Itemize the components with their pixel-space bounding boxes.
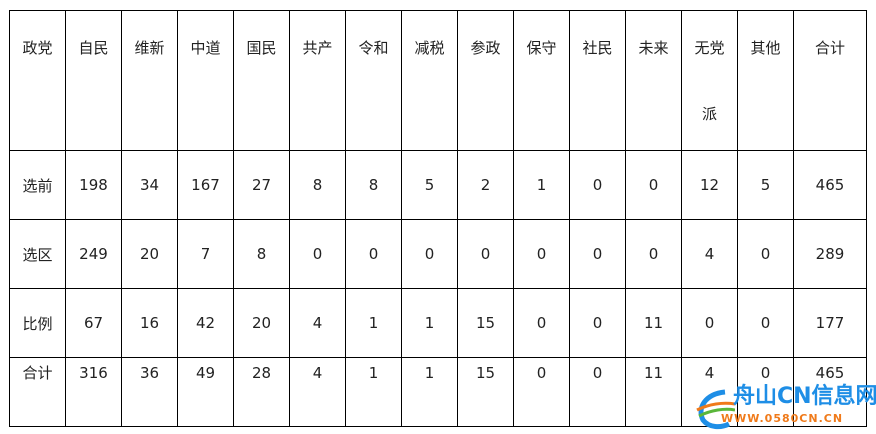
header-cell: 合计 bbox=[793, 10, 867, 151]
header-cell: 保守 bbox=[513, 10, 570, 151]
header-cell: 共产 bbox=[289, 10, 346, 151]
table-cell: 465 bbox=[793, 150, 867, 220]
table-cell: 0 bbox=[737, 288, 794, 358]
header-row: 政党 自民 维新 中道 国民 共产 令和 减税 参政 保守 社民 未来 无党派 其他 合计 bbox=[9, 10, 867, 151]
table-cell: 34 bbox=[121, 150, 178, 220]
table-cell: 198 bbox=[65, 150, 122, 220]
header-cell: 其他 bbox=[737, 10, 794, 151]
table-cell: 0 bbox=[569, 219, 626, 289]
table-cell: 1 bbox=[345, 357, 402, 427]
logo-swoosh-icon bbox=[696, 389, 735, 430]
table-cell: 1 bbox=[345, 288, 402, 358]
table-cell: 20 bbox=[121, 219, 178, 289]
table-row: 选前 198 34 167 27 8 8 5 2 1 0 0 12 5 465 bbox=[9, 150, 867, 220]
table-cell: 0 bbox=[737, 219, 794, 289]
table-cell: 1 bbox=[401, 357, 458, 427]
header-cell: 国民 bbox=[233, 10, 290, 151]
table-cell: 67 bbox=[65, 288, 122, 358]
table-cell: 49 bbox=[177, 357, 234, 427]
table-cell: 249 bbox=[65, 219, 122, 289]
table-cell: 0 bbox=[569, 288, 626, 358]
table-cell: 42 bbox=[177, 288, 234, 358]
row-label: 选前 bbox=[9, 150, 66, 220]
table-cell: 4 bbox=[289, 357, 346, 427]
table-cell: 8 bbox=[289, 150, 346, 220]
header-cell: 政党 bbox=[9, 10, 66, 151]
header-cell: 无党派 bbox=[681, 10, 738, 151]
table-cell: 8 bbox=[233, 219, 290, 289]
table-cell: 15 bbox=[457, 357, 514, 427]
table-cell: 4 bbox=[681, 219, 738, 289]
table-cell: 0 bbox=[681, 288, 738, 358]
table-cell: 177 bbox=[793, 288, 867, 358]
table-cell: 1 bbox=[401, 288, 458, 358]
table-cell: 1 bbox=[513, 150, 570, 220]
row-label: 选区 bbox=[9, 219, 66, 289]
header-cell: 社民 bbox=[569, 10, 626, 151]
table-cell: 7 bbox=[177, 219, 234, 289]
table-cell: 5 bbox=[401, 150, 458, 220]
table-cell: 4 bbox=[681, 357, 738, 427]
table-cell: 0 bbox=[289, 219, 346, 289]
row-label: 比例 bbox=[9, 288, 66, 358]
table-row: 选区 249 20 7 8 0 0 0 0 0 0 0 4 0 289 bbox=[9, 219, 867, 289]
table-cell: 0 bbox=[625, 150, 682, 220]
watermark-logo: 舟山CN信息网 WWW.0580CN.CN bbox=[695, 384, 876, 432]
table-cell: 0 bbox=[513, 219, 570, 289]
table-row: 比例 67 16 42 20 4 1 1 15 0 0 11 0 0 177 bbox=[9, 288, 867, 358]
table-cell: 0 bbox=[457, 219, 514, 289]
watermark-url: WWW.0580CN.CN bbox=[721, 412, 844, 425]
seat-table: 政党 自民 维新 中道 国民 共产 令和 减税 参政 保守 社民 未来 无党派 其他 合计 选前 198 34 16… bbox=[9, 10, 867, 427]
table-cell: 16 bbox=[121, 288, 178, 358]
table-cell: 0 bbox=[513, 357, 570, 427]
watermark-name: 舟山CN信息网 bbox=[733, 384, 876, 409]
table-cell: 2 bbox=[457, 150, 514, 220]
table-cell: 0 bbox=[513, 288, 570, 358]
table-cell: 15 bbox=[457, 288, 514, 358]
table-cell: 4 bbox=[289, 288, 346, 358]
table-cell: 12 bbox=[681, 150, 738, 220]
table-cell: 289 bbox=[793, 219, 867, 289]
table-cell: 5 bbox=[737, 150, 794, 220]
table-cell: 11 bbox=[625, 288, 682, 358]
table-cell: 0 bbox=[625, 219, 682, 289]
table-cell: 0 bbox=[737, 357, 794, 427]
table-cell: 0 bbox=[569, 357, 626, 427]
row-label: 合计 bbox=[9, 357, 66, 427]
table-cell: 316 bbox=[65, 357, 122, 427]
header-cell: 维新 bbox=[121, 10, 178, 151]
header-cell: 参政 bbox=[457, 10, 514, 151]
table-row: 合计 316 36 49 28 4 1 1 15 0 0 11 4 0 465 bbox=[9, 357, 867, 427]
table-cell: 20 bbox=[233, 288, 290, 358]
table-cell: 28 bbox=[233, 357, 290, 427]
table-cell: 0 bbox=[401, 219, 458, 289]
header-cell: 令和 bbox=[345, 10, 402, 151]
header-cell: 中道 bbox=[177, 10, 234, 151]
table-cell: 465 bbox=[793, 357, 867, 427]
header-cell: 未来 bbox=[625, 10, 682, 151]
table-cell: 167 bbox=[177, 150, 234, 220]
header-cell: 减税 bbox=[401, 10, 458, 151]
table-cell: 11 bbox=[625, 357, 682, 427]
table-cell: 27 bbox=[233, 150, 290, 220]
table-cell: 36 bbox=[121, 357, 178, 427]
table-cell: 0 bbox=[345, 219, 402, 289]
header-cell: 自民 bbox=[65, 10, 122, 151]
table-cell: 0 bbox=[569, 150, 626, 220]
table-cell: 8 bbox=[345, 150, 402, 220]
